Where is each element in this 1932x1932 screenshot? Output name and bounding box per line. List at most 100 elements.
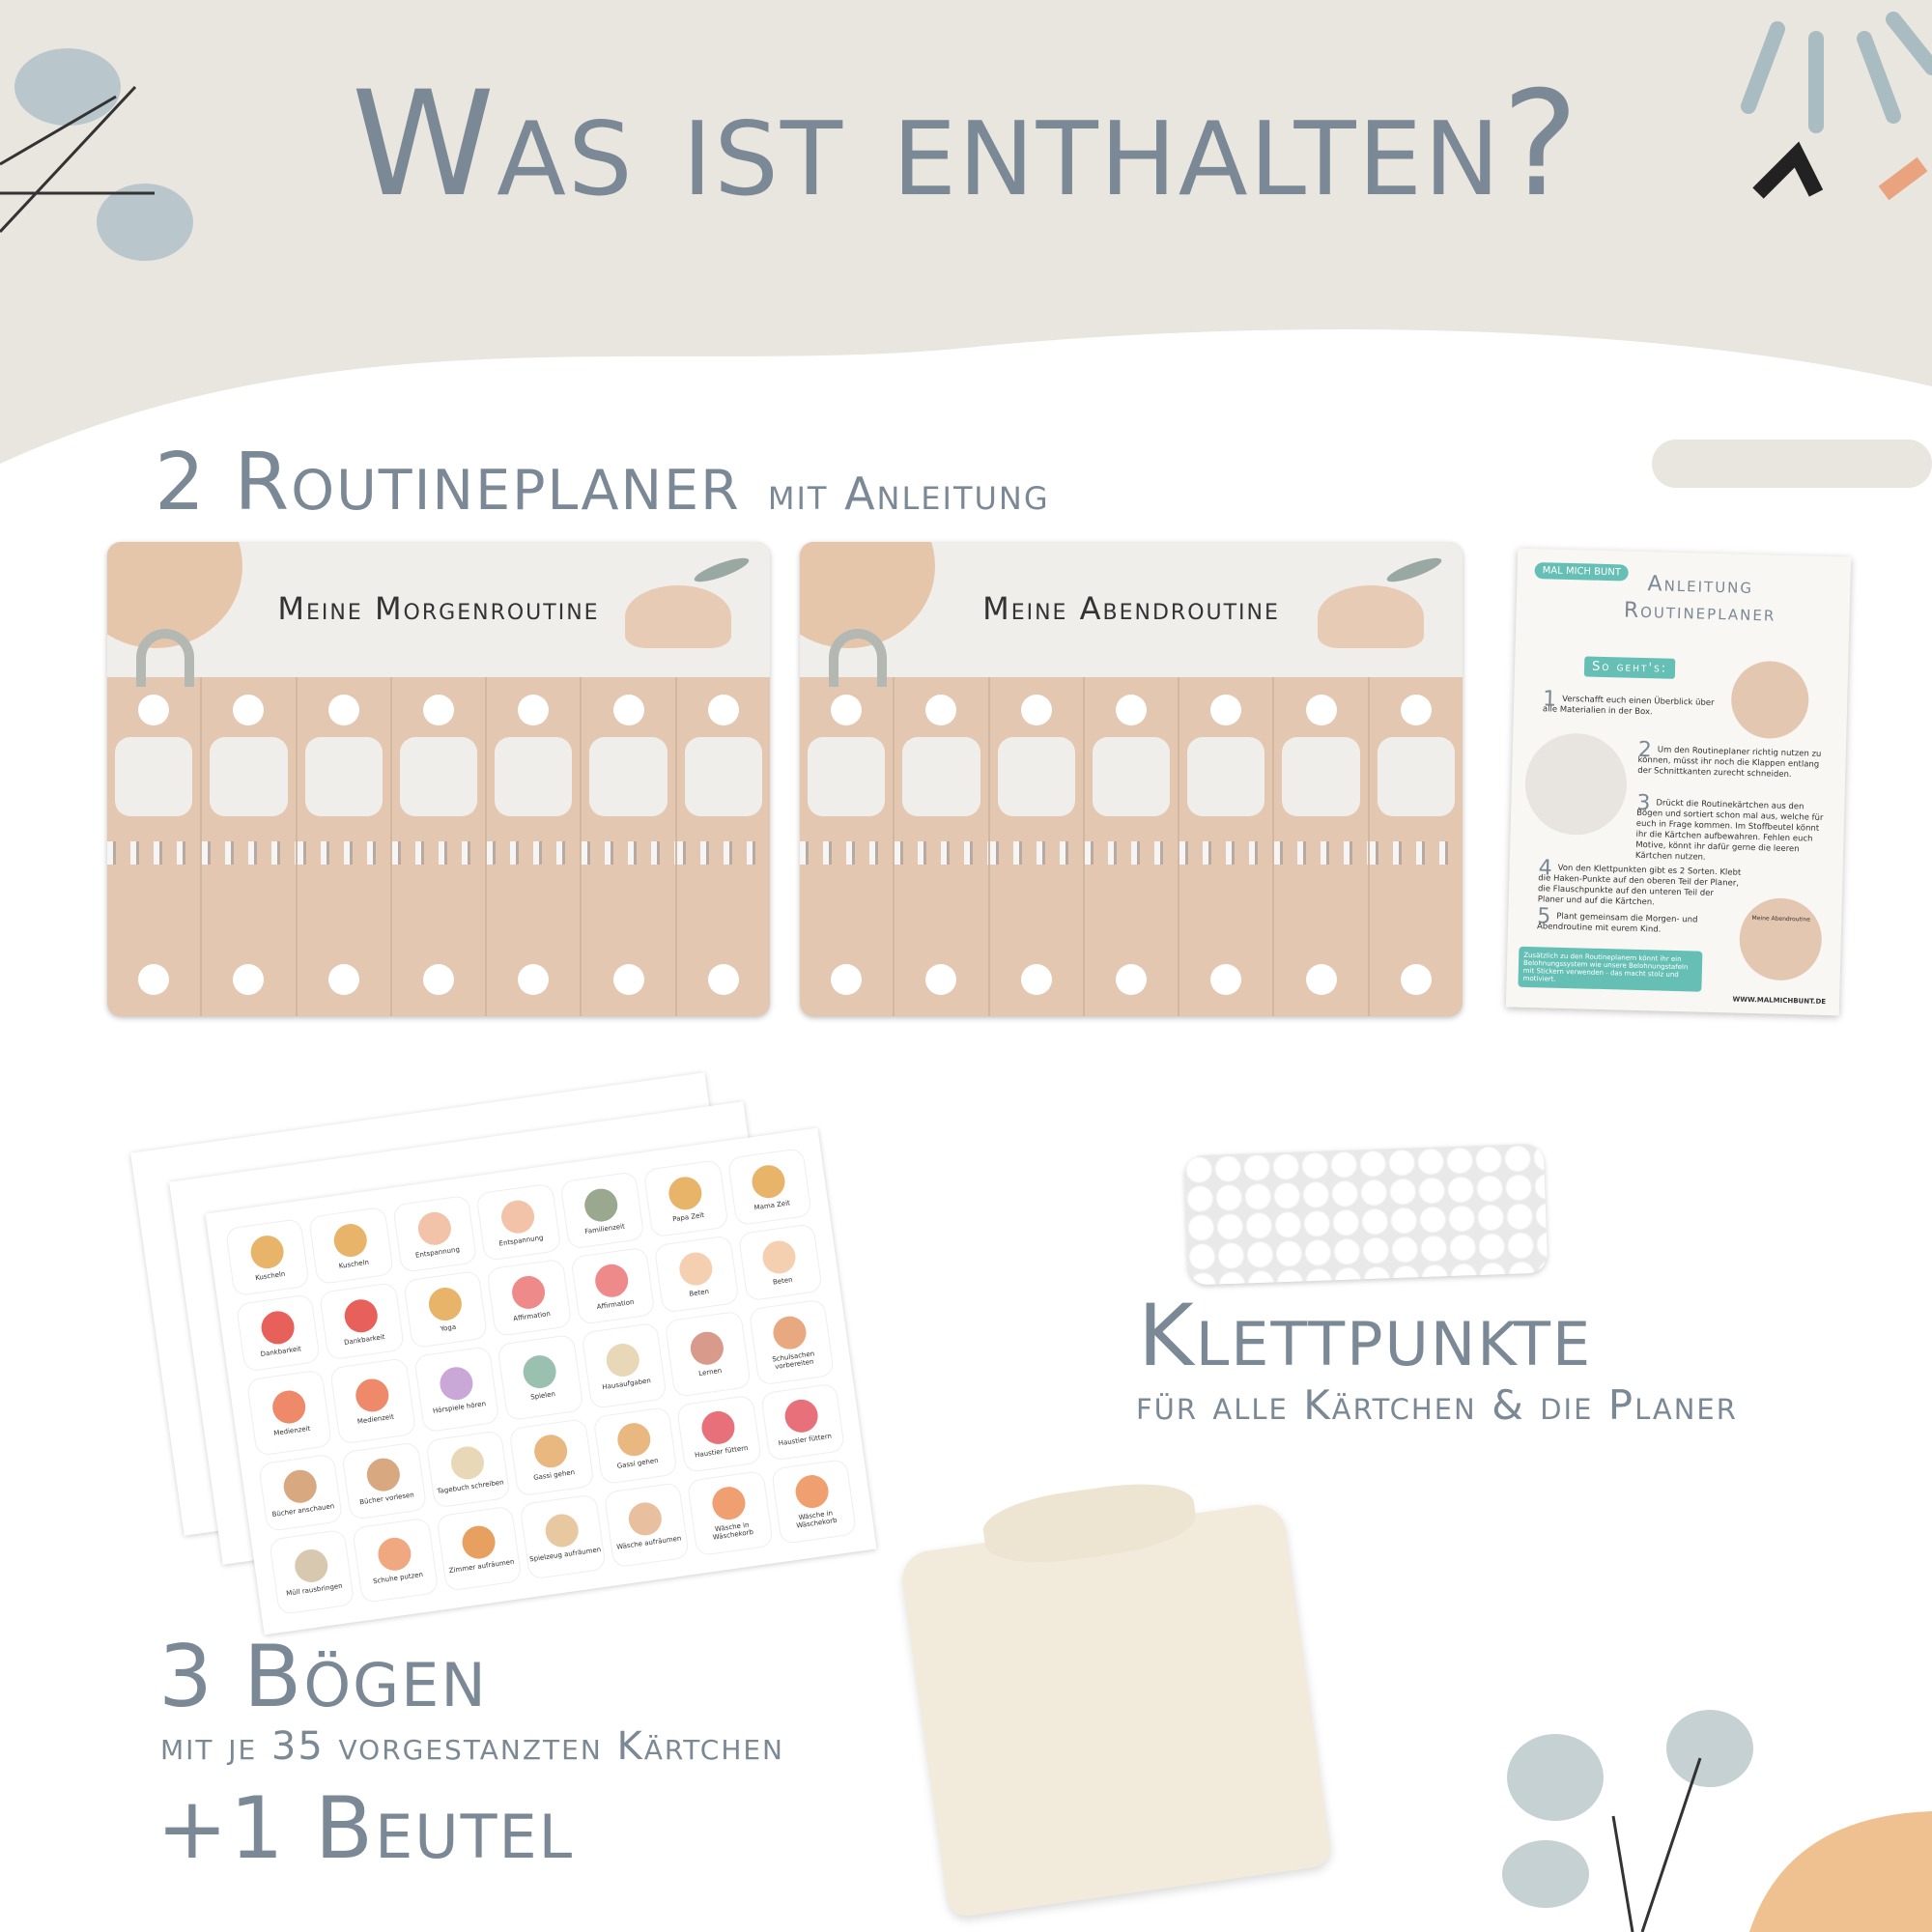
velcro-dot bbox=[707, 964, 739, 995]
sheet-badge: So geht's: bbox=[1583, 656, 1676, 679]
step-5: 5 Plant gemeinsam die Morgen- und Abendro… bbox=[1536, 904, 1698, 935]
sticker-illustration-icon bbox=[604, 1341, 642, 1379]
sticker-illustration-icon bbox=[666, 1174, 704, 1212]
sticker-label: Papa Zeit bbox=[671, 1210, 705, 1223]
step-4: 4 Von den Klettpunkten gibt es 2 Sorten. … bbox=[1537, 856, 1742, 908]
velcro-dot bbox=[1210, 964, 1242, 995]
binding-rings bbox=[895, 841, 988, 865]
velcro-dot bbox=[707, 695, 739, 725]
sticker-label: Affirmation bbox=[512, 1309, 552, 1323]
sticker-card: Gassi gehen bbox=[592, 1406, 678, 1486]
planner-slot bbox=[989, 677, 1085, 1016]
sticker-illustration-icon bbox=[459, 1523, 497, 1562]
sticker-card: Tagebuch schreiben bbox=[425, 1429, 511, 1509]
sticker-label: Gassi gehen bbox=[532, 1468, 576, 1483]
sticker-label: Entspannung bbox=[414, 1245, 461, 1260]
sticker-card: Schulsachen vorbereiten bbox=[748, 1298, 836, 1386]
planner-morning: Meine Morgenroutine bbox=[107, 542, 770, 1016]
step-1: 1 Verschafft euch einen Überblick über al… bbox=[1542, 687, 1715, 718]
sticker-label: Yoga bbox=[440, 1322, 457, 1333]
binding-rings bbox=[391, 841, 486, 865]
velcro-dot bbox=[233, 964, 265, 995]
binding-rings bbox=[1084, 841, 1179, 865]
sticker-label: Wäsche aufräumen bbox=[615, 1534, 682, 1552]
sticker-card: Dankbarkeit bbox=[235, 1293, 322, 1373]
binding-rings bbox=[676, 841, 770, 865]
sticker-label: Zimmer aufräumen bbox=[448, 1558, 515, 1576]
sticker-illustration-icon bbox=[688, 1329, 725, 1367]
sticker-card: Lernen bbox=[664, 1310, 752, 1398]
sticker-illustration-icon bbox=[448, 1444, 486, 1482]
sticker-card: Wäsche in Wäschekorb bbox=[770, 1458, 858, 1546]
sticker-illustration-icon bbox=[292, 1548, 330, 1585]
sticker-label: Dankbarkeit bbox=[343, 1332, 385, 1347]
velcro-dot bbox=[1305, 964, 1337, 995]
sticker-label: Haustier füttern bbox=[694, 1444, 749, 1460]
sticker-label: Wäsche in Wäschekorb bbox=[712, 1520, 754, 1543]
velcro-dot bbox=[1115, 695, 1147, 725]
sticker-illustration-icon bbox=[627, 1500, 665, 1538]
velcro-subheading: für alle Kärtchen & die Planer bbox=[1136, 1381, 1738, 1429]
planner-heading-main: 2 Routineplaner bbox=[155, 437, 741, 528]
velcro-dot bbox=[422, 964, 454, 995]
sticker-illustration-icon bbox=[750, 1162, 787, 1200]
velcro-heading: Klettpunkte bbox=[1138, 1286, 1593, 1385]
card-slot bbox=[1187, 737, 1265, 816]
sticker-label: Medienzeit bbox=[272, 1424, 311, 1437]
sticker-illustration-icon bbox=[593, 1262, 631, 1299]
sticker-illustration-icon bbox=[710, 1485, 748, 1522]
sticker-illustration-icon bbox=[415, 1209, 453, 1247]
velcro-dot bbox=[831, 964, 863, 995]
sticker-label: Spielzeug aufräumen bbox=[528, 1546, 602, 1564]
velcro-dot bbox=[233, 695, 265, 725]
velcro-dot bbox=[1115, 964, 1147, 995]
background-wave bbox=[0, 0, 1932, 488]
sticker-card: Spielzeug aufräumen bbox=[519, 1493, 607, 1580]
velcro-dot bbox=[1400, 695, 1432, 725]
sticker-illustration-icon bbox=[771, 1314, 809, 1351]
sticker-illustration-icon bbox=[543, 1512, 581, 1550]
sticker-illustration-icon bbox=[498, 1198, 537, 1236]
binding-rings bbox=[1369, 841, 1463, 865]
step-3: 3 Drückt die Routinekärtchen aus den Böge… bbox=[1634, 790, 1824, 863]
bag-heading: +1 Beutel bbox=[156, 1778, 575, 1878]
binding-rings bbox=[582, 841, 675, 865]
planner-heading-suffix: mit Anleitung bbox=[767, 468, 1050, 520]
binding-rings bbox=[989, 841, 1083, 865]
velcro-dot bbox=[1305, 695, 1337, 725]
elephant-icon bbox=[1318, 585, 1424, 648]
sticker-card: Bücher anschauen bbox=[258, 1453, 344, 1532]
sticker-illustration-icon bbox=[676, 1250, 715, 1288]
velcro-dot bbox=[138, 695, 170, 725]
sticker-card: Dankbarkeit bbox=[319, 1282, 405, 1361]
velcro-dot bbox=[612, 964, 644, 995]
sticker-card: Entspannung bbox=[475, 1182, 562, 1262]
planner-heading: 2 Routineplaner mit Anleitung bbox=[155, 440, 1050, 537]
sticker-illustration-icon bbox=[793, 1473, 832, 1511]
binding-rings bbox=[297, 841, 390, 865]
sticker-card: Hörspiele hören bbox=[413, 1346, 500, 1433]
sticker-label: Dankbarkeit bbox=[260, 1345, 302, 1358]
sticker-card: Gassi gehen bbox=[508, 1417, 595, 1497]
sticker-illustration-icon bbox=[426, 1285, 464, 1323]
planner-evening: Meine Abendroutine bbox=[800, 542, 1463, 1016]
sticker-illustration-icon bbox=[760, 1237, 798, 1276]
sticker-illustration-icon bbox=[331, 1221, 370, 1259]
sticker-card: Beten bbox=[653, 1235, 740, 1315]
sticker-label: Hörspiele hören bbox=[432, 1400, 487, 1415]
sticker-label: Kuscheln bbox=[338, 1258, 370, 1270]
step-2: 2 Um den Routineplaner richtig nutzen zu … bbox=[1637, 737, 1822, 781]
sticker-illustration-icon bbox=[582, 1185, 620, 1224]
velcro-dot bbox=[138, 964, 170, 995]
sticker-sheet-front: Kuscheln Kuscheln Entspannung Entspannung Fa… bbox=[205, 1127, 877, 1635]
sticker-card: Haustier füttern bbox=[675, 1394, 762, 1473]
velcro-dot bbox=[518, 695, 550, 725]
binding-rings bbox=[202, 841, 296, 865]
velcro-dot bbox=[925, 964, 957, 995]
sticker-illustration-icon bbox=[259, 1308, 297, 1347]
sticker-label: Kuscheln bbox=[254, 1269, 286, 1282]
velcro-dot bbox=[327, 964, 359, 995]
sticker-card: Spielen bbox=[497, 1334, 584, 1421]
sticker-card: Zimmer aufräumen bbox=[436, 1505, 523, 1592]
sticker-label: Familienzeit bbox=[583, 1221, 626, 1236]
